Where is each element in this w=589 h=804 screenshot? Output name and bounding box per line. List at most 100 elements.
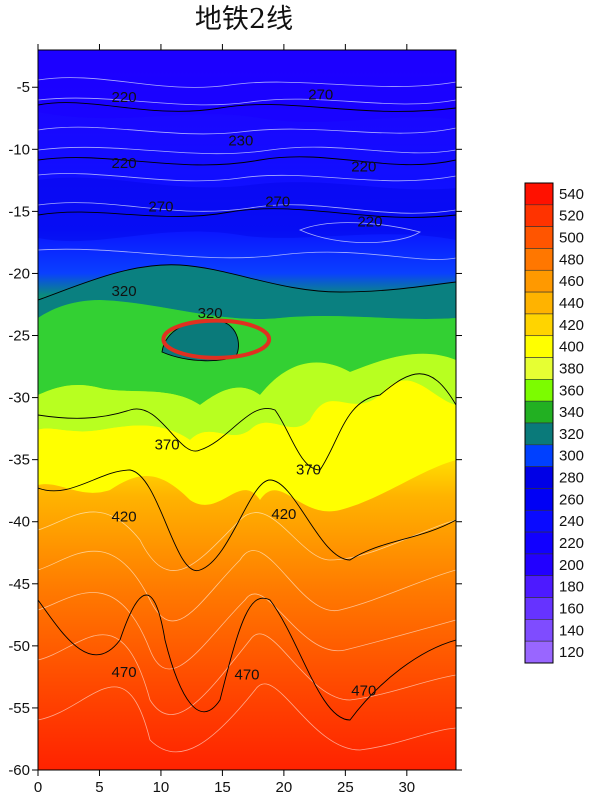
- contour-band-blue-mid: [38, 177, 456, 242]
- plot-area: [38, 50, 456, 770]
- colorbar-swatch: [524, 248, 554, 271]
- contour-band-yellow: [38, 380, 456, 512]
- contour-label: 370: [155, 437, 180, 454]
- contour-label: 220: [357, 213, 382, 230]
- colorbar-swatch: [524, 640, 554, 664]
- y-tick-label: -5: [17, 79, 30, 96]
- contour-lines-black: [38, 102, 456, 721]
- y-axis: -5 -10 -15 -20 -25 -30 -35 -40 -45 -50 -55 -60: [8, 79, 462, 779]
- colorbar-label: 120: [559, 644, 584, 661]
- colorbar-label: 280: [559, 470, 584, 487]
- x-tick-label: 5: [95, 779, 103, 796]
- contour-pocket-teal: [162, 319, 239, 361]
- y-tick-label: -60: [8, 762, 30, 779]
- y-tick-label: -25: [8, 328, 30, 345]
- contour-lines-white: [38, 77, 456, 260]
- contour-label: 220: [351, 159, 376, 176]
- colorbar-label: 500: [559, 230, 584, 247]
- x-tick-label: 0: [34, 779, 42, 796]
- y-tick-label: -55: [8, 700, 30, 717]
- contour-label: 270: [148, 198, 173, 215]
- colorbar-label: 460: [559, 273, 584, 290]
- colorbar-swatch: [524, 531, 554, 555]
- colorbar-swatch: [524, 422, 554, 446]
- colorbar-swatch: [524, 313, 554, 337]
- y-tick-label: -35: [8, 452, 30, 469]
- highlight-ellipse: [161, 318, 272, 360]
- colorbar-label: 240: [559, 513, 584, 530]
- colorbar-label: 180: [559, 579, 584, 596]
- contour-band-blue-dark: [38, 50, 456, 122]
- colorbar-swatch: [524, 553, 554, 577]
- colorbar-swatch: [524, 357, 554, 380]
- colorbar-swatch: [524, 182, 554, 206]
- colorbar-swatch: [524, 226, 554, 249]
- colorbar-label: 540: [559, 186, 584, 203]
- colorbar-label: 320: [559, 426, 584, 443]
- colorbar-swatch: [524, 509, 554, 533]
- colorbar-swatch: [524, 466, 554, 489]
- colorbar-label: 440: [559, 295, 584, 312]
- contour-label: 420: [271, 506, 296, 523]
- colorbar-label: 140: [559, 622, 584, 639]
- contour-label: 320: [198, 305, 223, 322]
- colorbar-label: 220: [559, 535, 584, 552]
- y-tick-label: -50: [8, 638, 30, 655]
- contour-label: 420: [112, 509, 137, 526]
- colorbar-swatch: [524, 269, 554, 293]
- x-tick-label: 10: [153, 779, 170, 796]
- contour-label: 220: [112, 89, 137, 106]
- chart-title: 地铁2线: [195, 4, 293, 35]
- contour-label: 320: [112, 283, 137, 300]
- contour-label: 470: [351, 683, 376, 700]
- colorbar-label: 380: [559, 360, 584, 377]
- colorbar-label: 400: [559, 339, 584, 356]
- contour-label: 270: [265, 193, 290, 210]
- y-tick-label: -30: [8, 390, 30, 407]
- colorbar-swatch: [524, 400, 554, 424]
- colorbar-label: 300: [559, 448, 584, 465]
- contour-label: 470: [112, 664, 137, 681]
- annotations: [161, 318, 272, 360]
- colorbar-label: 520: [559, 208, 584, 225]
- colorbar-label: 420: [559, 317, 584, 334]
- y-tick-label: -15: [8, 203, 30, 220]
- x-tick-label: 30: [398, 779, 415, 796]
- colorbar-label: 160: [559, 600, 584, 617]
- contour-label: 470: [234, 666, 259, 683]
- colorbar-swatch: [524, 379, 554, 402]
- colorbar-swatch: [524, 488, 554, 511]
- colorbar-swatch: [524, 291, 554, 315]
- colorbar-swatch: [524, 575, 554, 598]
- colorbar-label: 200: [559, 557, 584, 574]
- contour-label: 230: [228, 133, 253, 150]
- contour-label: 370: [296, 462, 321, 479]
- x-axis: 0 5 10 15 20 25 30: [34, 44, 415, 796]
- colorbar-swatch: [524, 204, 554, 227]
- x-tick-label: 20: [276, 779, 293, 796]
- plot-frame: [37, 49, 457, 771]
- contour-labels: 220 270 230 220 220 270 270 220 320 320 370 370 420 4…: [112, 87, 383, 700]
- y-tick-label: -40: [8, 514, 30, 531]
- colorbar-swatch: [524, 335, 554, 358]
- colorbar-label: 340: [559, 404, 584, 421]
- colorbar-label: 360: [559, 382, 584, 399]
- colorbar-frame: [524, 182, 554, 664]
- colorbar-swatch: [524, 444, 554, 467]
- y-tick-label: -10: [8, 141, 30, 158]
- contour-band-lime: [38, 353, 456, 440]
- colorbar-label: 260: [559, 491, 584, 508]
- colorbar-swatch: [524, 619, 554, 642]
- contour-label: 220: [112, 155, 137, 172]
- x-tick-label: 25: [337, 779, 354, 796]
- colorbar-label: 480: [559, 251, 584, 268]
- contour-band-teal: [38, 264, 456, 320]
- y-tick-label: -20: [8, 265, 30, 282]
- colorbar: 540 520 500 480 460 440 420 400 380 360 340 320 300 2…: [524, 182, 584, 664]
- contour-lines-white-lower: [38, 511, 456, 753]
- colorbar-swatch: [524, 597, 554, 620]
- y-tick-label: -45: [8, 576, 30, 593]
- contour-label: 270: [308, 87, 333, 104]
- x-tick-label: 15: [214, 779, 231, 796]
